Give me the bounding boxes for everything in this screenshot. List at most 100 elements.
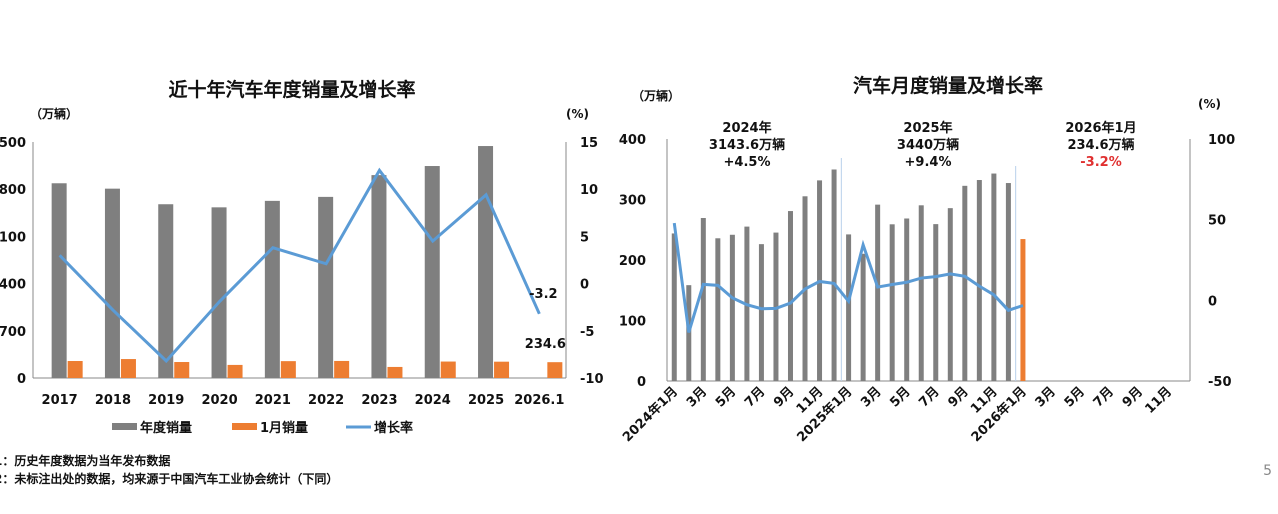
monthly-sales-bar	[758, 244, 764, 381]
annual-sales-bar	[478, 146, 494, 378]
jan-sales-bar	[67, 361, 83, 378]
annotation-total: 3440万辆	[897, 137, 959, 153]
monthly-sales-bar	[991, 173, 997, 381]
monthly-sales-bar	[671, 233, 677, 381]
monthly-sales-bar	[962, 185, 968, 381]
jan-sales-bar	[280, 361, 296, 378]
annual-sales-bar	[318, 196, 334, 378]
right-y2-tick: -50	[1208, 375, 1232, 390]
left-y-tick: 0	[17, 372, 26, 387]
legend-label: 年度销量	[140, 420, 192, 436]
left-x-tick: 2019	[148, 393, 184, 408]
right-x-tick: 2024年1月	[619, 384, 681, 446]
right-y-tick: 0	[637, 375, 646, 390]
right-y2-tick: 0	[1208, 294, 1217, 309]
jan-sales-bar	[494, 361, 510, 378]
monthly-sales-bar	[889, 224, 895, 381]
jan-sales-bar	[440, 361, 456, 378]
right-y2-tick: 100	[1208, 133, 1235, 148]
jan-sales-bar	[174, 362, 190, 378]
monthly-sales-bar	[831, 169, 837, 381]
right-x-tick: 5月	[1062, 384, 1088, 410]
jan-sales-label-last: 234.6	[525, 337, 566, 352]
right-x-tick: 7月	[1091, 384, 1117, 410]
left-x-tick: 2025	[468, 393, 504, 408]
left-y-tick: 2100	[0, 230, 26, 245]
annual-sales-bar	[424, 166, 440, 378]
right-y2-unit: (%)	[1198, 97, 1221, 111]
monthly-sales-bar	[787, 211, 793, 381]
monthly-sales-bar	[976, 180, 982, 381]
monthly-sales-bar	[700, 218, 706, 381]
left-x-tick: 2021	[255, 393, 291, 408]
right-x-tick: 3月	[858, 384, 884, 410]
monthly-sales-bar	[947, 208, 953, 381]
right-x-tick: 7月	[916, 384, 942, 410]
annual-sales-bar	[211, 207, 227, 378]
annual-sales-bar	[51, 183, 67, 378]
legend-swatch	[232, 423, 257, 430]
monthly-sales-bar	[729, 234, 735, 381]
right-y-tick: 300	[619, 194, 646, 209]
monthly-sales-bar	[715, 238, 721, 381]
left-y2-tick: -10	[580, 372, 604, 387]
jan-sales-bar	[120, 359, 136, 378]
left-y-unit: （万辆）	[30, 106, 78, 121]
right-x-tick: 3月	[684, 384, 710, 410]
legend-swatch	[112, 423, 137, 430]
left-y2-tick: 10	[580, 183, 598, 198]
legend-label: 1月销量	[260, 420, 308, 436]
jan-sales-bar	[387, 366, 403, 378]
left-y2-tick: 15	[580, 136, 598, 151]
annual-sales-bar	[158, 204, 174, 378]
annotation-year: 2026年1月	[1065, 120, 1136, 136]
left-x-tick: 2018	[95, 393, 131, 408]
right-chart-title: 汽车月度销量及增长率	[853, 74, 1043, 97]
left-y-tick: 3500	[0, 136, 26, 151]
monthly-sales-bar	[686, 285, 692, 381]
monthly-sales-bar	[846, 234, 852, 381]
monthly-sales-bar	[933, 224, 939, 381]
annual-sales-bar	[104, 188, 120, 378]
jan-sales-bar	[227, 364, 243, 378]
left-y2-tick: 0	[580, 278, 589, 293]
left-x-tick: 2022	[308, 393, 344, 408]
monthly-sales-bar	[918, 205, 924, 381]
left-y2-tick: -5	[580, 325, 594, 340]
right-x-tick: 11月	[1142, 384, 1175, 417]
left-y-tick: 1400	[0, 278, 26, 293]
left-x-tick: 2024	[415, 393, 451, 408]
right-x-tick: 5月	[887, 384, 913, 410]
right-y-unit: （万辆）	[632, 88, 680, 103]
left-y2-unit: (%)	[566, 107, 589, 121]
left-x-tick: 2023	[361, 393, 397, 408]
note-1: 1：历史年度数据为当年发布数据	[0, 454, 171, 468]
annual-sales-bar	[371, 175, 387, 378]
right-x-tick: 7月	[742, 384, 768, 410]
annotation-year: 2025年	[903, 120, 952, 136]
right-y-tick: 100	[619, 315, 646, 330]
monthly-sales-bar	[860, 253, 866, 381]
growth-label-last: -3.2	[529, 287, 557, 302]
annual-sales-bar	[264, 200, 280, 378]
annotation-year: 2024年	[722, 120, 771, 136]
monthly-sales-bar	[1005, 183, 1011, 381]
left-y2-tick: 5	[580, 230, 589, 245]
jan-sales-bar	[334, 360, 350, 378]
annotation-growth: -3.2%	[1080, 155, 1121, 170]
monthly-sales-bar	[904, 218, 910, 381]
left-y-tick: 2800	[0, 183, 26, 198]
left-x-tick: 2026.1	[514, 393, 564, 408]
left-chart-title: 近十年汽车年度销量及增长率	[168, 78, 415, 101]
right-x-tick: 5月	[713, 384, 739, 410]
right-y-tick: 400	[619, 133, 646, 148]
right-x-tick: 3月	[1033, 384, 1059, 410]
monthly-sales-bar	[773, 232, 779, 381]
note-2: 2：未标注出处的数据，均来源于中国汽车工业协会统计（下同）	[0, 472, 339, 486]
right-y2-tick: 50	[1208, 214, 1226, 229]
annotation-total: 234.6万辆	[1067, 137, 1134, 153]
monthly-sales-bar	[875, 204, 881, 381]
left-y-tick: 700	[0, 325, 26, 340]
right-y-tick: 200	[619, 254, 646, 269]
